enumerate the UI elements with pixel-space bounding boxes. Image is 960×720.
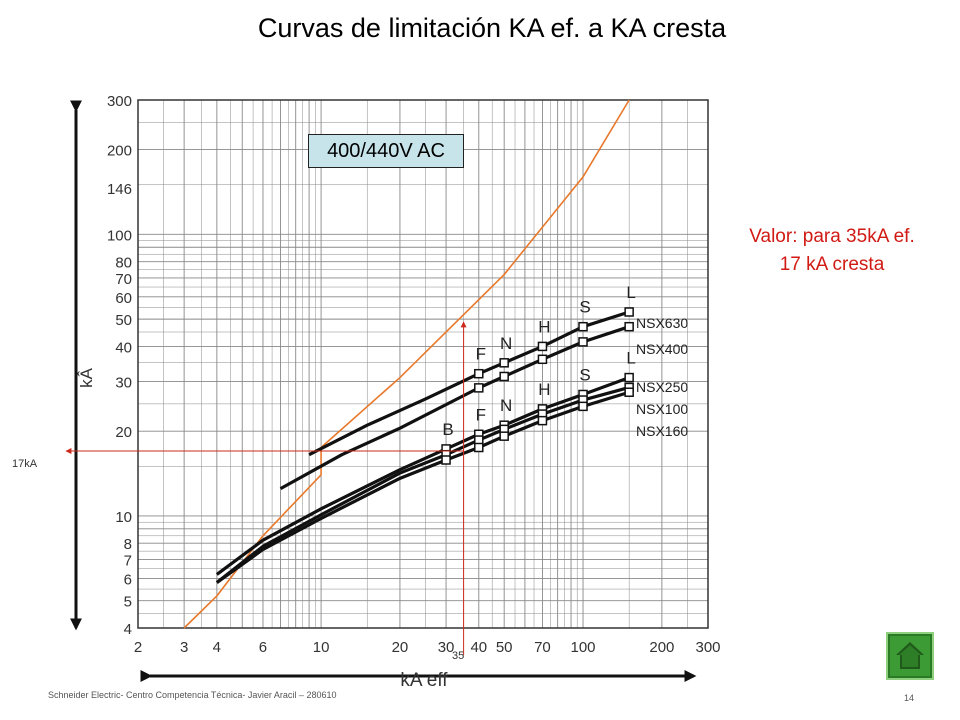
marker-letter: S <box>579 365 590 384</box>
y-axis-label: kÂ <box>77 367 96 388</box>
legend-nsx400: NSX400 <box>636 341 688 357</box>
marker-square <box>499 371 509 382</box>
y-tick-label: 200 <box>107 143 132 160</box>
y-tick-label: 100 <box>107 227 132 244</box>
y-tick-label: 146 <box>107 181 132 198</box>
y-tick-label: 5 <box>124 594 132 611</box>
y-tick-label: 4 <box>124 621 132 638</box>
value-note-line1: Valor: para 35kA ef. <box>749 226 915 247</box>
curve-nsx100 <box>215 385 630 584</box>
marker-square <box>578 401 588 412</box>
x-tick-label: 3 <box>180 639 188 656</box>
chart-frame <box>137 99 709 629</box>
axis-arrows <box>70 100 697 682</box>
marker-letter: H <box>538 317 550 336</box>
x-marker-label: 35 <box>452 650 465 662</box>
x-tick-label: 6 <box>259 639 267 656</box>
y-tick-label: 50 <box>115 312 132 329</box>
marker-square <box>624 307 634 317</box>
voltage-badge: 400/440V AC <box>308 134 464 168</box>
x-tick-label: 30 <box>438 639 455 656</box>
highlight-lines <box>65 321 467 655</box>
x-tick-label: 50 <box>496 639 513 656</box>
y-marker-label: 17kA <box>12 458 38 470</box>
marker-square <box>578 337 588 347</box>
y-tick-label: 20 <box>115 424 132 441</box>
curve-nsx250 <box>215 376 630 576</box>
marker-letter: B <box>442 420 453 439</box>
marker-square <box>624 387 634 397</box>
y-tick-label: 6 <box>124 571 132 588</box>
home-button[interactable] <box>886 632 934 680</box>
page-number: 14 <box>904 693 915 703</box>
y-tick-label: 40 <box>115 339 132 356</box>
marker-square <box>624 321 634 332</box>
footer-text: Schneider Electric- Centro Competencia T… <box>48 690 337 700</box>
y-tick-label: 80 <box>115 255 132 272</box>
marker-square <box>537 415 548 426</box>
marker-square <box>499 431 509 441</box>
plot-frame <box>137 99 709 629</box>
y-tick-label: 60 <box>115 290 132 307</box>
x-axis-label: kA eff <box>400 670 448 691</box>
y-tick-label: 10 <box>115 509 132 526</box>
marker-letter: S <box>579 298 590 317</box>
slide-title: Curvas de limitación KA ef. a KA cresta <box>257 13 727 43</box>
marker-square <box>474 442 484 453</box>
x-tick-label: 300 <box>695 639 720 656</box>
y-tick-label: 8 <box>124 536 132 553</box>
marker-square <box>474 383 484 393</box>
chart-grid <box>137 99 709 629</box>
legend-nsx160: NSX160 <box>636 423 688 439</box>
marker-square <box>624 372 634 383</box>
series-legend: NSX630 NSX400 NSX250 NSX100 NSX160 <box>636 315 688 439</box>
curve-nsx160 <box>215 390 630 584</box>
legend-nsx250: NSX250 <box>636 379 688 395</box>
marker-letter: L <box>626 283 635 302</box>
marker-square <box>578 321 588 332</box>
marker-letter: F <box>476 405 486 424</box>
marker-letter: L <box>626 349 635 368</box>
marker-letter: N <box>500 334 512 353</box>
y-tick-label: 70 <box>115 271 132 288</box>
marker-letter: H <box>538 380 550 399</box>
marker-square <box>499 358 509 368</box>
x-tick-label: 200 <box>649 639 674 656</box>
x-tick-label: 10 <box>313 639 330 656</box>
x-tick-label: 20 <box>392 639 409 656</box>
x-tick-label: 40 <box>470 639 487 656</box>
value-note: Valor: para 35kA ef. 17 kA cresta <box>700 223 960 279</box>
marker-letter: N <box>500 396 512 415</box>
marker-square <box>537 354 548 365</box>
legend-nsx100: NSX100 <box>636 401 688 417</box>
x-tick-label: 100 <box>571 639 596 656</box>
marker-square <box>537 341 548 352</box>
y-tick-label: 7 <box>124 553 132 570</box>
y-tick-label: 30 <box>115 375 132 392</box>
value-note-line2: 17 kA cresta <box>779 254 885 275</box>
x-tick-label: 2 <box>134 639 142 656</box>
legend-nsx630: NSX630 <box>636 315 688 331</box>
marker-square <box>474 368 484 379</box>
y-tick-label: 300 <box>107 93 132 110</box>
home-icon <box>896 642 924 669</box>
marker-letter: F <box>476 345 486 364</box>
x-tick-label: 4 <box>213 639 221 656</box>
x-tick-label: 70 <box>534 639 551 656</box>
limitation-curves <box>215 310 630 584</box>
marker-square <box>441 455 451 465</box>
